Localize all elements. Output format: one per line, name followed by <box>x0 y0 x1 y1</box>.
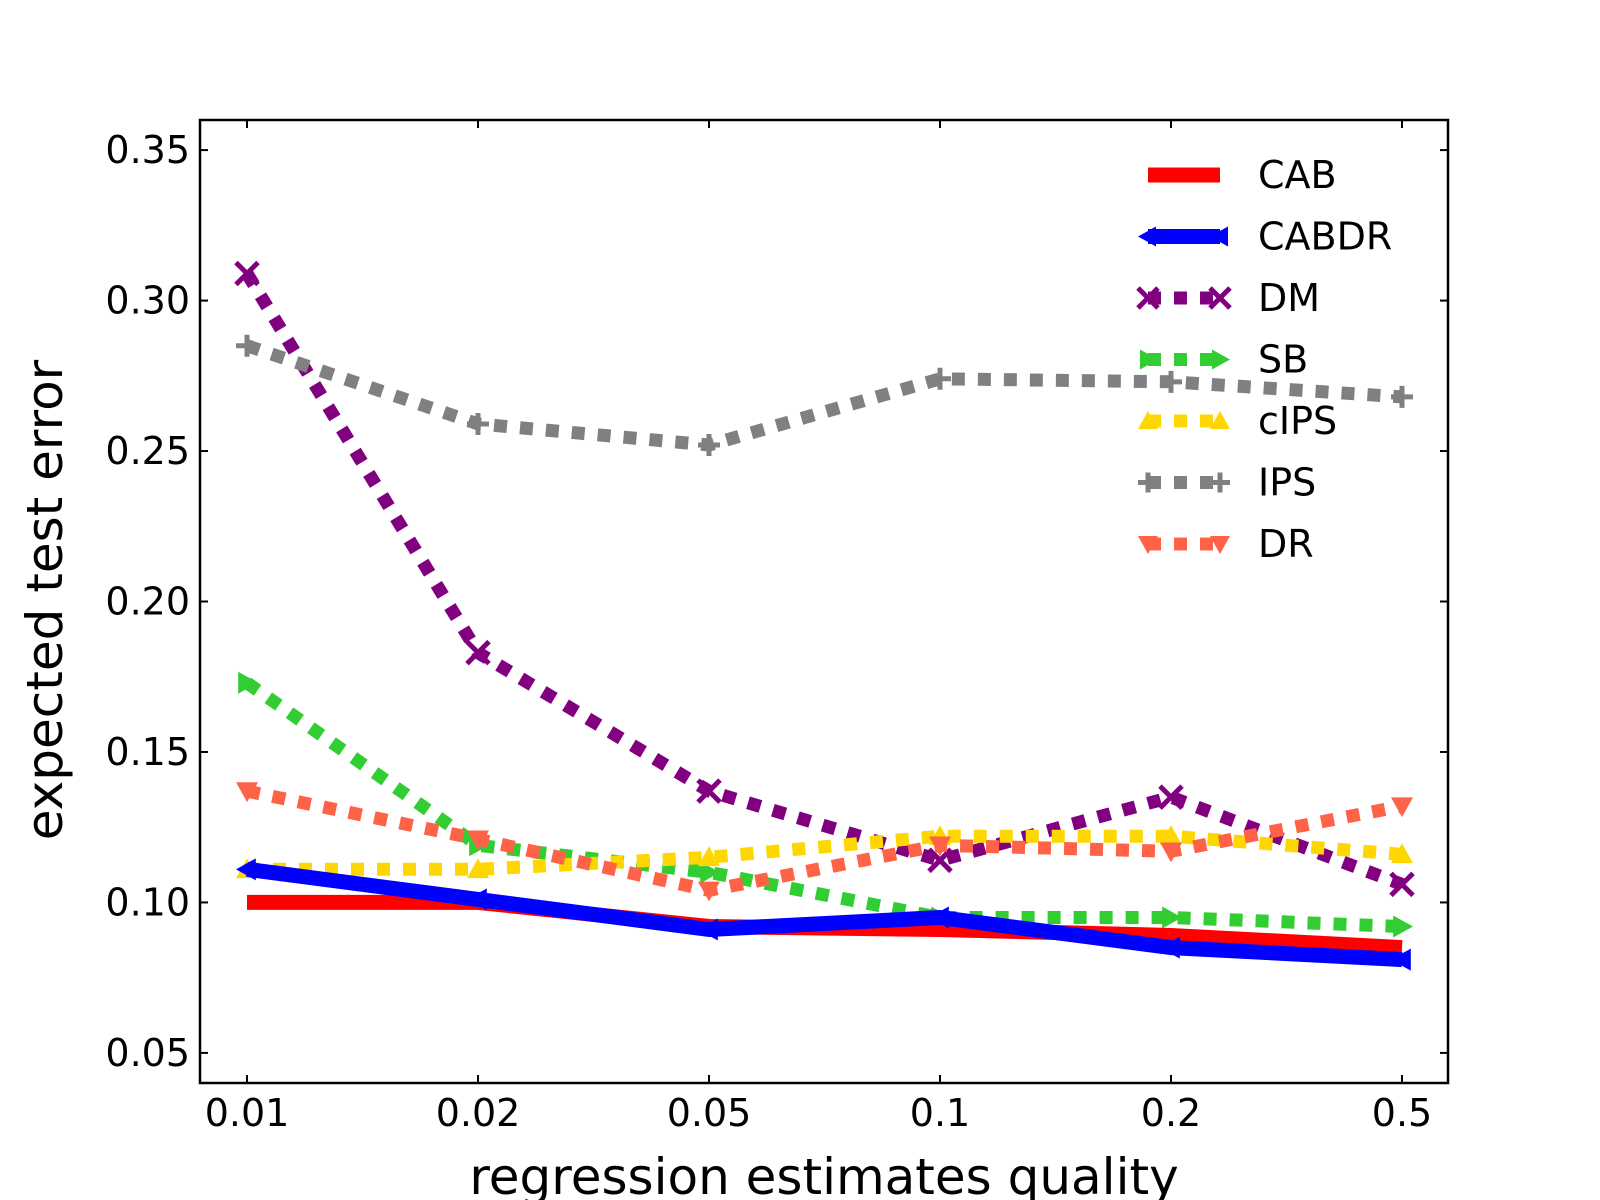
legend-item-cab: CAB <box>1148 153 1337 197</box>
legend-marker <box>1138 411 1158 429</box>
legend-item-dm: DM <box>1136 276 1320 320</box>
x-tick-label: 0.02 <box>436 1091 521 1135</box>
legend-marker <box>1210 536 1230 554</box>
data-point-sb <box>238 671 258 694</box>
legend-marker <box>1138 472 1158 493</box>
data-point-dr <box>929 836 951 857</box>
y-tick-label: 0.15 <box>105 730 190 774</box>
legend-marker <box>1210 411 1230 429</box>
legend-label: SB <box>1258 338 1308 382</box>
data-point-cips <box>698 846 720 867</box>
data-point-dm <box>465 639 491 666</box>
data-point-cips <box>1160 825 1182 846</box>
legend-marker <box>1140 349 1158 370</box>
x-tick-label: 0.01 <box>205 1091 290 1135</box>
series-line-sb <box>243 677 1403 933</box>
legend-item-cabdr: CABDR <box>1138 215 1392 259</box>
legend-marker <box>1208 286 1232 310</box>
legend-marker <box>1138 226 1156 247</box>
x-tick-label: 0.1 <box>910 1091 970 1135</box>
legend-marker <box>1136 286 1160 310</box>
data-point-sb <box>1393 915 1413 938</box>
legend-item-cips: cIPS <box>1138 399 1337 443</box>
series-cabdr <box>236 858 1411 971</box>
legend-marker <box>1210 472 1230 493</box>
series-layer <box>234 260 1415 971</box>
legend-label: cIPS <box>1258 399 1337 443</box>
legend-marker <box>1210 226 1228 247</box>
series-dm <box>234 260 1415 898</box>
y-tick-label: 0.35 <box>105 128 190 172</box>
legend-label: CAB <box>1258 153 1337 197</box>
data-point-cabdr <box>698 918 718 941</box>
series-line-cabdr <box>246 861 1403 968</box>
data-point-dm <box>1158 784 1184 810</box>
data-point-dm <box>696 778 722 804</box>
data-point-cabdr <box>236 858 256 881</box>
data-point-dr <box>1160 842 1182 863</box>
data-point-ips <box>929 367 951 390</box>
data-point-dm <box>927 847 953 874</box>
legend-label: DM <box>1258 276 1320 320</box>
data-point-dr <box>467 830 489 851</box>
legend-marker <box>1212 349 1230 370</box>
data-point-ips <box>1391 385 1413 408</box>
y-tick-label: 0.05 <box>105 1031 190 1075</box>
legend: CAB CABDR DM SB cIPS IPS DR <box>1136 153 1392 566</box>
x-tick-label: 0.2 <box>1141 1091 1201 1135</box>
x-tick-label: 0.05 <box>667 1091 752 1135</box>
data-point-dr <box>236 782 258 803</box>
legend-label: IPS <box>1258 461 1316 505</box>
legend-label: CABDR <box>1258 215 1392 259</box>
data-point-sb <box>1162 906 1182 929</box>
data-point-ips <box>698 434 720 457</box>
legend-item-sb: SB <box>1140 338 1308 382</box>
y-tick-label: 0.25 <box>105 429 190 473</box>
data-point-ips <box>236 334 258 357</box>
series-ips <box>236 334 1413 457</box>
series-line-cips <box>247 829 1403 876</box>
data-point-cips <box>1391 843 1413 864</box>
series-line-dm <box>241 270 1405 891</box>
data-point-cabdr <box>467 888 487 911</box>
legend-item-ips: IPS <box>1138 461 1316 505</box>
legend-label: DR <box>1258 522 1314 566</box>
data-point-sb <box>700 861 720 884</box>
x-axis-ticks: 0.01 0.02 0.05 0.1 0.2 0.5 <box>205 120 1432 1135</box>
legend-marker <box>1138 536 1158 554</box>
data-point-cabdr <box>1391 948 1411 971</box>
y-tick-label: 0.20 <box>105 580 190 624</box>
legend-item-dr: DR <box>1138 522 1314 566</box>
data-point-cabdr <box>929 906 949 929</box>
data-point-cips <box>467 858 489 879</box>
y-axis-label: expected test error <box>16 359 74 840</box>
data-point-dr <box>1391 797 1413 818</box>
y-tick-label: 0.10 <box>105 880 190 924</box>
data-point-ips <box>1160 370 1182 393</box>
y-tick-label: 0.30 <box>105 279 190 323</box>
data-point-ips <box>467 412 489 435</box>
x-tick-label: 0.5 <box>1372 1091 1432 1135</box>
series-dr <box>236 782 1413 902</box>
data-point-dr <box>698 881 720 902</box>
data-point-cabdr <box>1160 936 1180 959</box>
y-axis-ticks: 0.05 0.10 0.15 0.20 0.25 0.30 0.35 <box>105 128 1448 1075</box>
data-point-dm <box>1389 871 1415 898</box>
data-point-dm <box>234 260 260 287</box>
x-axis-label: regression estimates quality <box>469 1148 1178 1200</box>
